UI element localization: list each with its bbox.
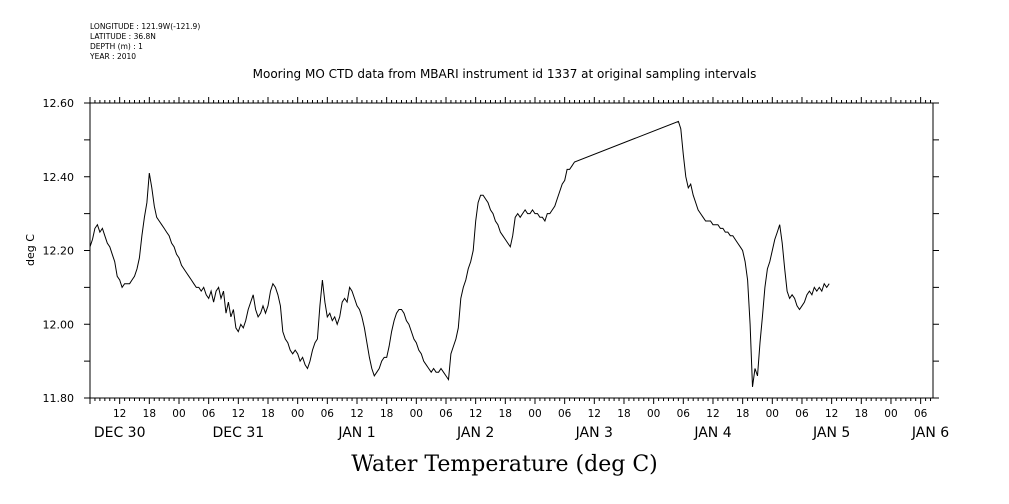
x-day-label: JAN 4 — [693, 425, 731, 441]
x-tick-label: 06 — [321, 408, 335, 420]
x-tick-label: 00 — [172, 408, 185, 420]
x-tick-label: 06 — [202, 408, 216, 420]
x-tick-label: 06 — [439, 408, 453, 420]
depth-label: DEPTH (m) : 1 — [90, 42, 143, 51]
longitude-label: LONGITUDE : 121.9W(-121.9) — [90, 22, 201, 31]
year-label: YEAR : 2010 — [90, 52, 137, 61]
x-tick-label: 06 — [677, 408, 691, 420]
x-tick-label: 00 — [766, 408, 779, 420]
x-tick-label: 18 — [855, 408, 868, 420]
y-tick-label: 11.80 — [43, 392, 75, 405]
x-tick-label: 12 — [113, 408, 126, 420]
x-tick-label: 12 — [825, 408, 838, 420]
y-axis: 11.80 12.00 12.20 12.40 12.60 — [43, 97, 939, 405]
x-tick-label: 00 — [647, 408, 660, 420]
x-tick-label: 06 — [795, 408, 809, 420]
y-tick-label: 12.40 — [43, 171, 75, 184]
y-tick-label: 12.20 — [43, 245, 75, 258]
x-day-label: JAN 3 — [575, 425, 613, 441]
x-tick-label: 12 — [232, 408, 245, 420]
x-tick-label: 00 — [528, 408, 541, 420]
x-tick-label: 12 — [588, 408, 601, 420]
metadata-block: LONGITUDE : 121.9W(-121.9) LATITUDE : 36… — [90, 22, 200, 62]
x-tick-label: 00 — [410, 408, 423, 420]
x-tick-label: 06 — [914, 408, 928, 420]
x-axis: 12 18 00 06 12 18 00 06 12 18 00 06 12 18 00 06 12 18 00 06… — [89, 97, 949, 441]
y-axis-label: deg C — [24, 234, 37, 266]
x-day-label: DEC 30 — [94, 425, 146, 441]
plot-frame — [89, 102, 934, 399]
x-tick-label: 12 — [350, 408, 363, 420]
x-tick-label: 12 — [469, 408, 482, 420]
x-tick-label: 00 — [291, 408, 304, 420]
chart-title: Mooring MO CTD data from MBARI instrumen… — [252, 67, 757, 81]
x-axis-title: Water Temperature (deg C) — [351, 452, 658, 477]
y-tick-label: 12.60 — [43, 97, 75, 110]
x-tick-label: 18 — [736, 408, 749, 420]
x-tick-label: 06 — [558, 408, 572, 420]
x-day-label: DEC 31 — [212, 425, 264, 441]
x-tick-label: 18 — [380, 408, 393, 420]
x-tick-label: 18 — [143, 408, 156, 420]
x-tick-label: 18 — [261, 408, 274, 420]
x-day-label: JAN 2 — [456, 425, 494, 441]
x-tick-label: 18 — [499, 408, 512, 420]
x-tick-label: 12 — [706, 408, 719, 420]
x-day-label: JAN 6 — [911, 425, 949, 441]
x-day-label: JAN 1 — [337, 425, 375, 441]
series-line — [89, 120, 830, 387]
latitude-label: LATITUDE : 36.8N — [90, 32, 156, 41]
x-tick-label: 18 — [617, 408, 630, 420]
x-day-label: JAN 5 — [812, 425, 850, 441]
x-tick-label: 00 — [884, 408, 897, 420]
y-tick-label: 12.00 — [43, 318, 75, 331]
